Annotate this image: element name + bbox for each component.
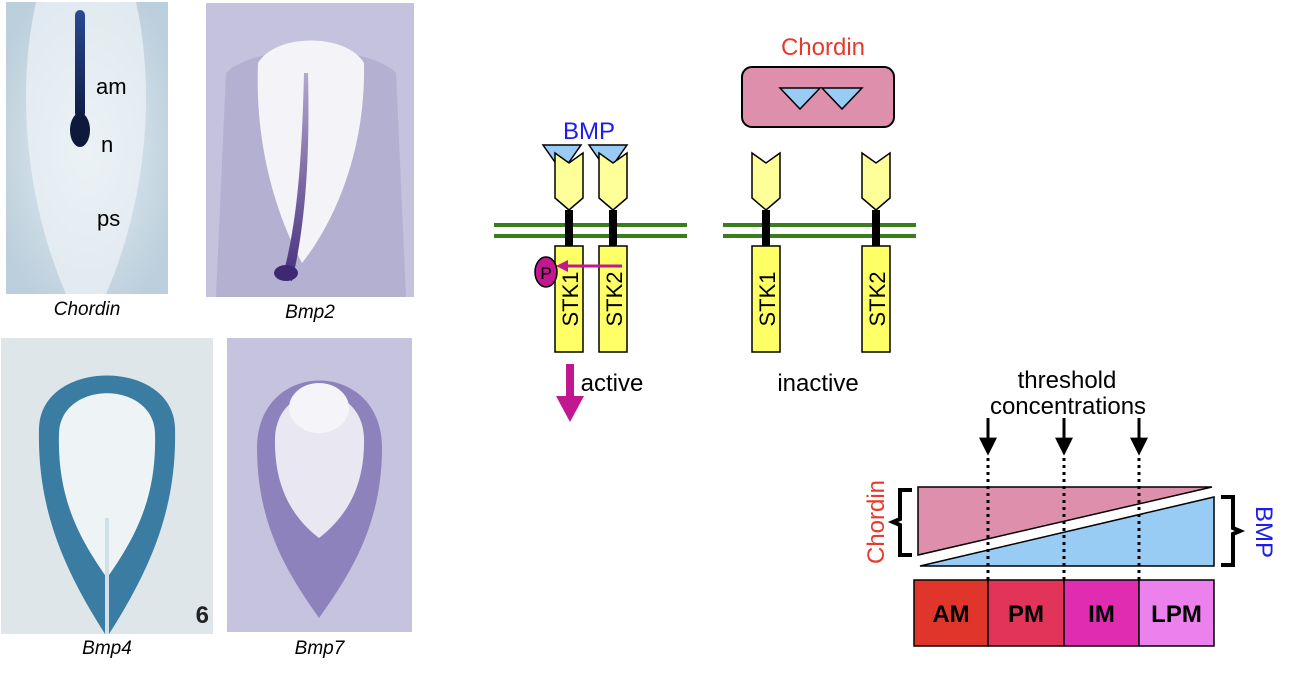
chordin-label-top: Chordin xyxy=(781,34,865,61)
caption-bmp7: Bmp7 xyxy=(294,638,345,659)
inactive-label: inactive xyxy=(777,370,858,397)
active-receptor-1: STK1 xyxy=(541,144,584,353)
zone-label-am: AM xyxy=(932,601,969,628)
zone-label-im: IM xyxy=(1088,601,1115,628)
phosphate-label: P xyxy=(540,264,551,283)
zone-label-pm: PM xyxy=(1008,601,1044,628)
chordin-protein xyxy=(741,66,895,128)
label-am: am xyxy=(96,74,127,99)
chordin-side-label: Chordin xyxy=(863,480,890,564)
label-ps: ps xyxy=(97,206,121,231)
bmp-bracket xyxy=(1221,495,1246,567)
embryo-bmp2-drawing xyxy=(206,3,414,297)
embryo-bmp7-drawing xyxy=(227,338,412,632)
embryo-image-bmp4: 6 xyxy=(1,338,213,634)
bound-bmp-1 xyxy=(778,87,822,111)
zone-box-lpm xyxy=(1138,579,1215,647)
caption-chordin: Chordin xyxy=(53,299,121,320)
label-n: n xyxy=(101,132,114,157)
embryo-image-bmp2 xyxy=(206,3,414,297)
bound-bmp-2 xyxy=(820,87,864,111)
phosphate-group xyxy=(534,256,558,288)
active-label: active xyxy=(581,370,644,397)
membrane-active xyxy=(494,223,687,238)
stk1-active-label: STK1 xyxy=(558,271,583,326)
threshold-label-line1: threshold xyxy=(1018,367,1117,394)
inactive-receptor-2: STK2 xyxy=(861,151,891,353)
signal-arrow xyxy=(556,364,584,422)
mesoderm-zones: AM PM IM LPM xyxy=(913,579,1215,647)
phosphorylation-arrow xyxy=(556,260,622,272)
stk2-active-label: STK2 xyxy=(602,271,627,326)
embryo-chordin-drawing xyxy=(6,2,168,294)
node-stain xyxy=(70,113,90,147)
caption-bmp4: Bmp4 xyxy=(82,638,132,659)
embryo-image-chordin: am n ps xyxy=(6,2,168,294)
notochord-stain xyxy=(75,10,85,118)
inactive-receptor-1: STK1 xyxy=(751,151,781,353)
zone-box-pm xyxy=(987,579,1065,647)
panel-number: 6 xyxy=(195,602,209,629)
embryo-bmp4-drawing xyxy=(1,338,213,634)
stk2-inactive-label: STK2 xyxy=(865,271,890,326)
chordin-bracket xyxy=(887,488,912,557)
membrane-inactive xyxy=(723,223,916,238)
bmp-side-label: BMP xyxy=(1250,506,1277,558)
zone-label-lpm: LPM xyxy=(1151,601,1202,628)
active-receptor-2: STK2 xyxy=(587,144,629,353)
zone-box-im xyxy=(1063,579,1140,647)
bmp-label: BMP xyxy=(563,118,615,145)
caption-bmp2: Bmp2 xyxy=(285,302,335,323)
threshold-label-line2: concentrations xyxy=(990,393,1146,420)
stk1-inactive-label: STK1 xyxy=(755,271,780,326)
embryo-image-bmp7 xyxy=(227,338,412,632)
